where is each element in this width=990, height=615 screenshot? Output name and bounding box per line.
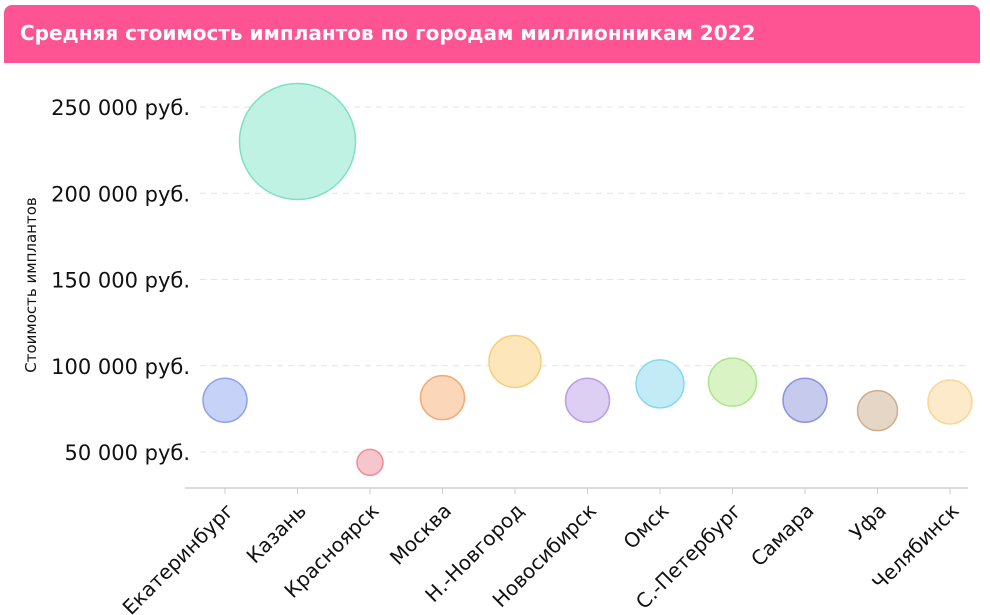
bubble[interactable] [856,389,899,432]
chart-header: Средняя стоимость имплантов по городам м… [4,5,980,63]
x-tick-label: Казань [242,499,311,568]
grid-lines [200,106,968,453]
x-tick-label: Самара [746,499,818,571]
x-tick-label: Омск [618,499,673,554]
x-tick-label: Екатеринбург [118,499,239,615]
bubble[interactable] [564,377,611,423]
chart-title: Средняя стоимость имплантов по городам м… [20,21,756,45]
bubble[interactable] [419,374,466,421]
bubble[interactable] [356,448,384,477]
bubble[interactable] [635,359,685,409]
y-tick-label: 250 000 руб. [51,96,190,120]
x-tick-label: Уфа [845,499,891,545]
bubble[interactable] [782,377,828,423]
axes [185,487,968,494]
bubbles [202,82,973,477]
y-tick-label: 100 000 руб. [51,355,190,379]
bubble[interactable] [488,334,542,389]
bubble[interactable] [238,82,357,201]
y-tick-label: 50 000 руб. [64,441,190,465]
x-tick-label: Москва [385,499,456,570]
y-tick-label: 150 000 руб. [51,269,190,293]
y-tick-label: 200 000 руб. [51,182,190,206]
y-tick-labels: 50 000 руб. 100 000 руб. 150 000 руб. 200 0… [51,96,190,465]
y-axis-title: Стоимость имплантов [22,197,40,372]
bubble[interactable] [927,379,973,425]
bubble[interactable] [707,357,758,407]
bubble[interactable] [202,377,248,423]
